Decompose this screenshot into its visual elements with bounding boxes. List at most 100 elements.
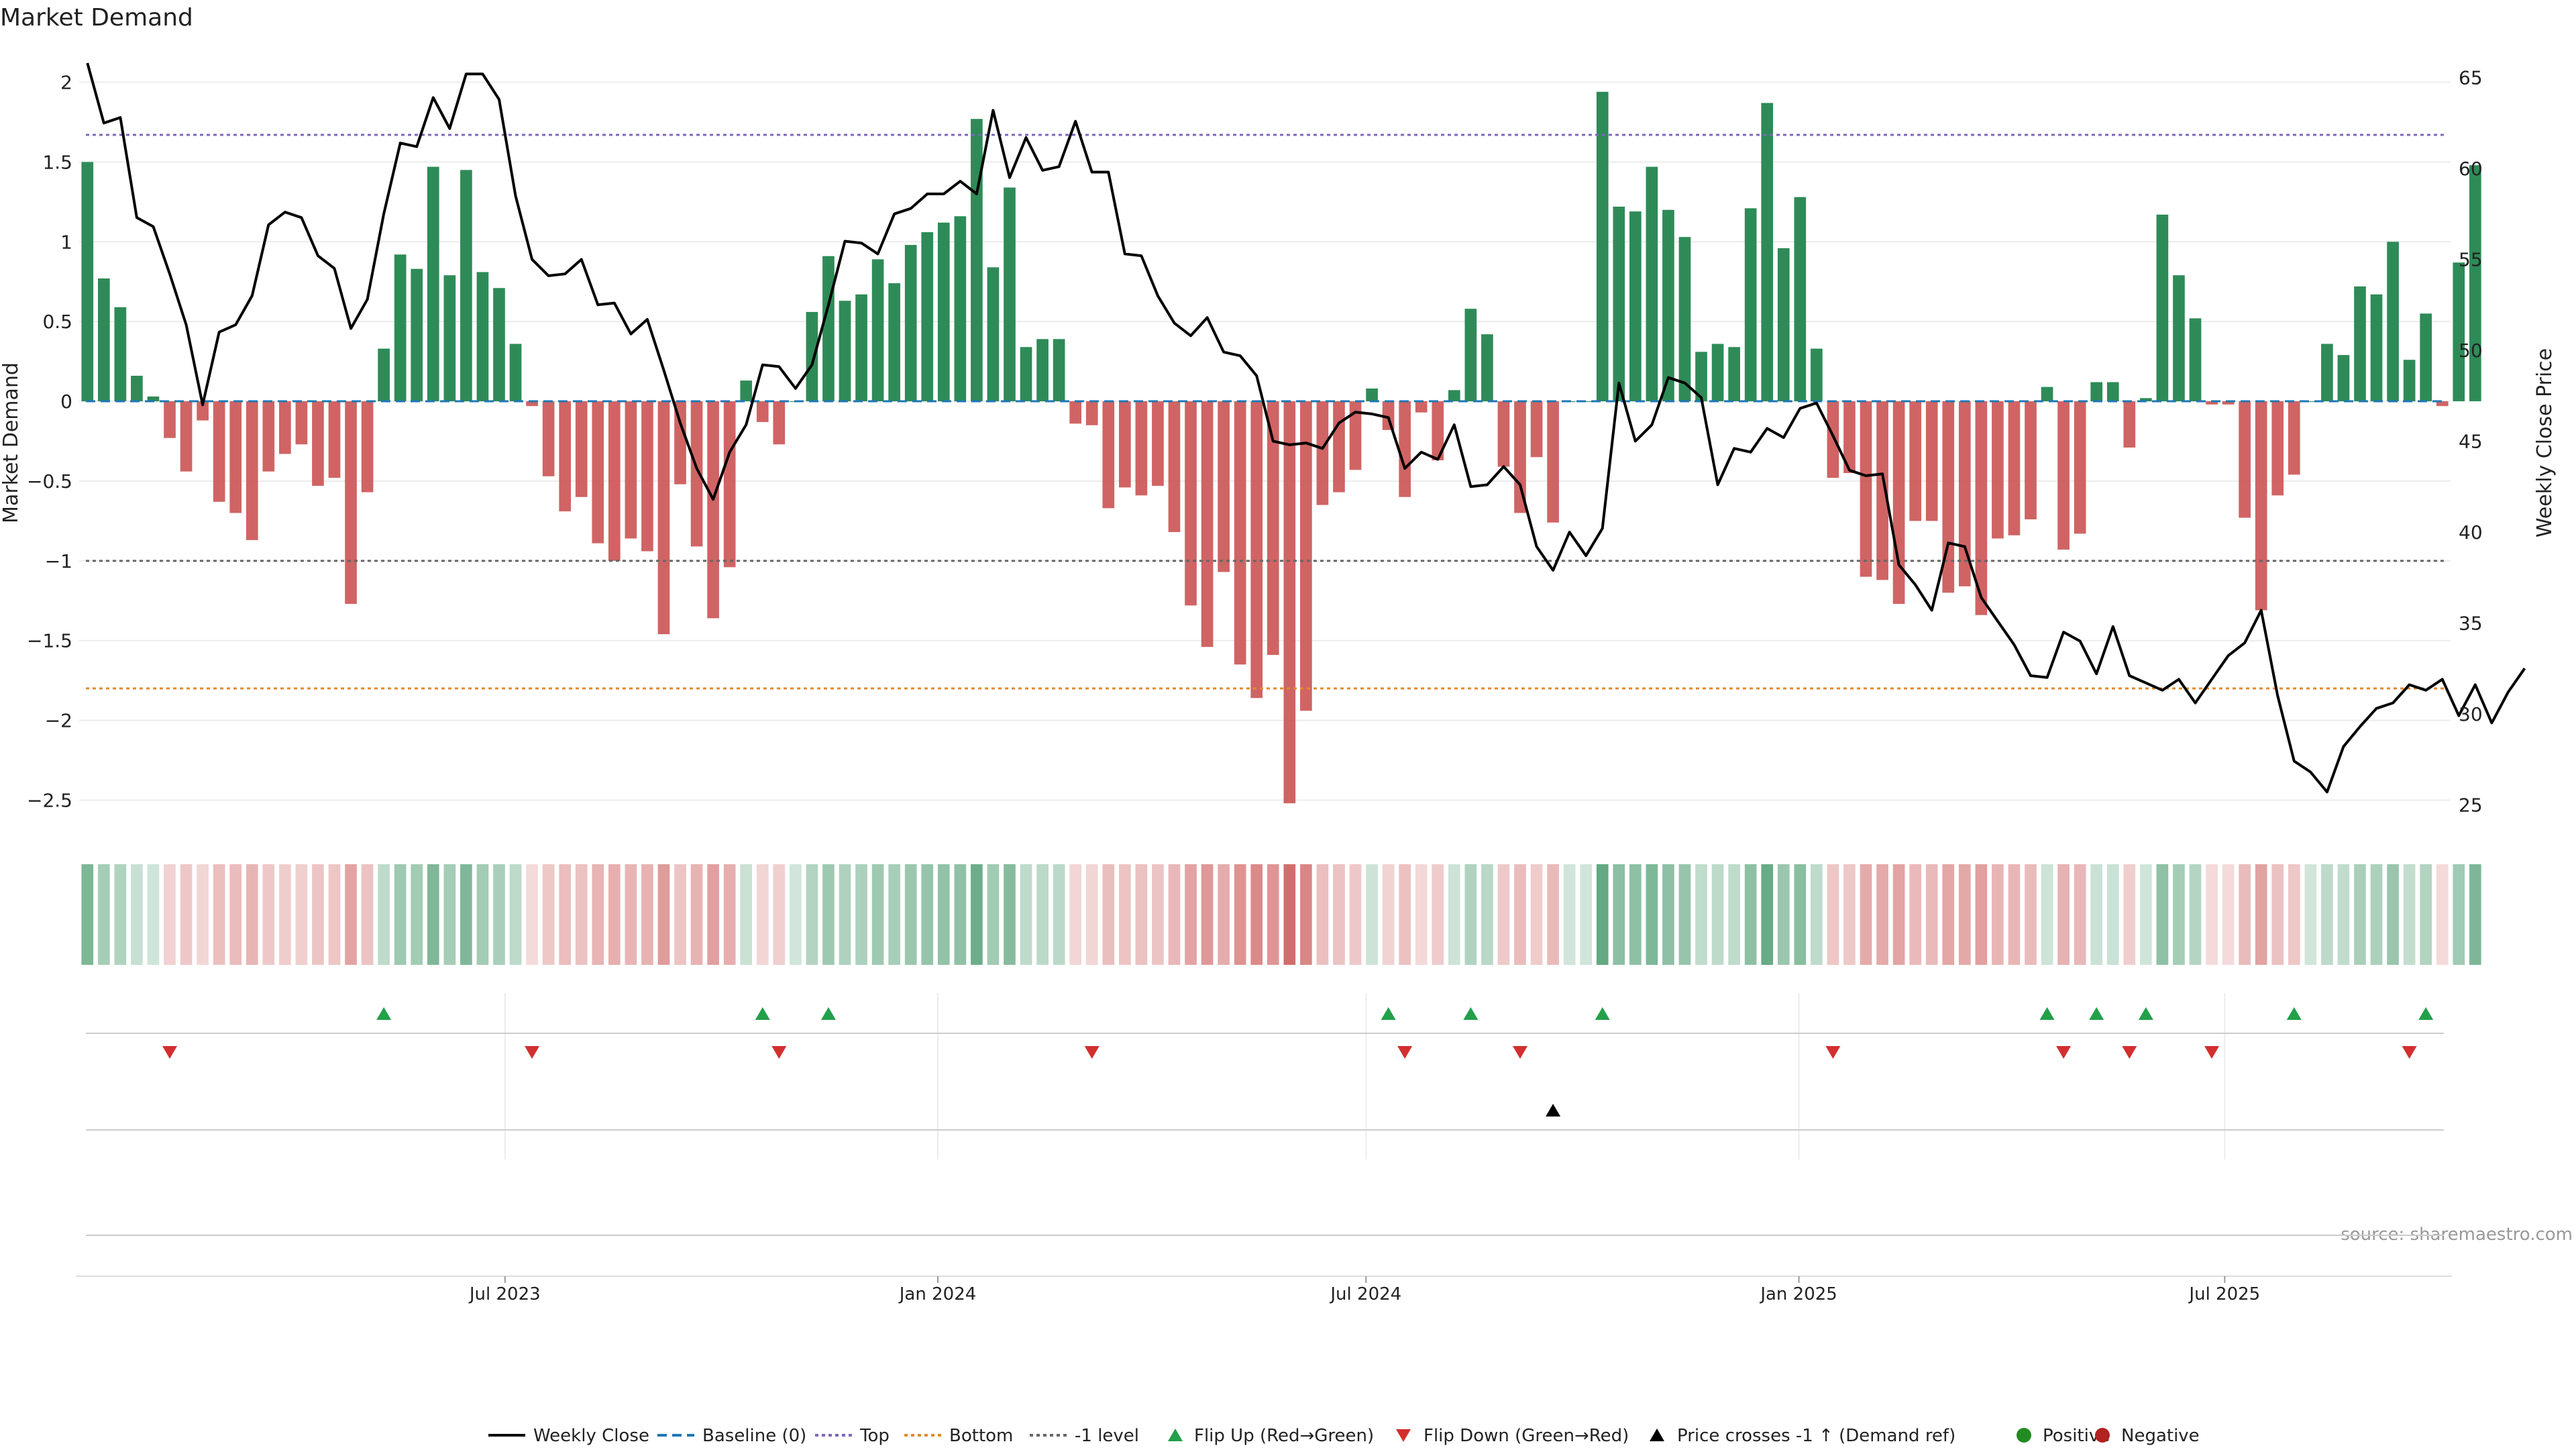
demand-heat-strip bbox=[81, 864, 2481, 965]
heat-cell bbox=[394, 864, 407, 965]
demand-bar bbox=[1399, 401, 1411, 497]
heat-cell bbox=[1909, 864, 1922, 965]
flip-down-marker bbox=[1513, 1046, 1528, 1059]
y2-tick-label: 60 bbox=[2459, 158, 2483, 180]
demand-bar bbox=[1695, 352, 1707, 402]
heat-cell bbox=[1925, 864, 1938, 965]
demand-bar bbox=[559, 401, 572, 512]
demand-bar bbox=[1958, 401, 1971, 586]
heat-cell bbox=[1761, 864, 1774, 965]
demand-bar bbox=[1069, 401, 1082, 424]
demand-bar bbox=[1135, 401, 1148, 496]
demand-bar bbox=[773, 401, 786, 445]
heat-cell bbox=[81, 864, 94, 965]
demand-bar bbox=[1892, 401, 1905, 605]
heat-cell bbox=[954, 864, 967, 965]
heat-cell bbox=[625, 864, 637, 965]
y-tick-label: −2.5 bbox=[27, 789, 72, 811]
legend-swatch-flip_up bbox=[1168, 1429, 1183, 1441]
demand-bar bbox=[2041, 386, 2053, 402]
heat-cell bbox=[427, 864, 439, 965]
demand-bar bbox=[1596, 91, 1609, 402]
demand-bar bbox=[443, 275, 456, 402]
y-tick-label: 0.5 bbox=[42, 311, 72, 333]
demand-bar bbox=[1909, 401, 1922, 521]
demand-bar bbox=[592, 401, 604, 543]
heat-cell bbox=[1053, 864, 1065, 965]
demand-bar bbox=[2222, 401, 2235, 405]
flip-down-marker bbox=[162, 1046, 178, 1059]
heat-cell bbox=[1744, 864, 1757, 965]
demand-bar bbox=[2288, 401, 2300, 475]
heat-cell bbox=[1234, 864, 1246, 965]
heat-cell bbox=[592, 864, 604, 965]
heat-cell bbox=[608, 864, 621, 965]
y-tick-label: −0.5 bbox=[27, 470, 72, 492]
demand-bar bbox=[1316, 401, 1329, 505]
demand-bar bbox=[1678, 237, 1691, 402]
heat-cell bbox=[411, 864, 423, 965]
x-tick-label: Jul 2024 bbox=[1329, 1284, 1401, 1304]
demand-bar bbox=[2469, 165, 2481, 402]
demand-bar bbox=[1827, 401, 1839, 478]
demand-bar bbox=[608, 401, 621, 561]
heat-cell bbox=[971, 864, 983, 965]
heat-cell bbox=[2025, 864, 2037, 965]
heat-cell bbox=[2420, 864, 2432, 965]
demand-bar bbox=[1432, 401, 1444, 461]
demand-bar bbox=[460, 170, 472, 402]
demand-bar bbox=[476, 272, 489, 402]
heat-cell bbox=[1349, 864, 1362, 965]
demand-bar bbox=[1811, 348, 1823, 402]
heat-cell bbox=[2106, 864, 2119, 965]
demand-bar bbox=[147, 396, 160, 402]
heat-cell bbox=[1678, 864, 1691, 965]
heat-cell bbox=[295, 864, 308, 965]
heat-cell bbox=[542, 864, 555, 965]
legend-swatch-negative bbox=[2095, 1428, 2110, 1443]
heat-cell bbox=[987, 864, 1000, 965]
heat-cell bbox=[1547, 864, 1559, 965]
heat-cell bbox=[2403, 864, 2416, 965]
demand-bar bbox=[526, 401, 538, 407]
heat-cell bbox=[904, 864, 917, 965]
heat-cell bbox=[328, 864, 341, 965]
heat-cell bbox=[1036, 864, 1049, 965]
heat-cell bbox=[2304, 864, 2317, 965]
legend-label-weekly_close: Weekly Close bbox=[533, 1426, 649, 1446]
heat-cell bbox=[1102, 864, 1115, 965]
heat-cell bbox=[1711, 864, 1724, 965]
heat-cell bbox=[361, 864, 374, 965]
legend: Weekly Close Baseline (0) Top Bottom -1 leve… bbox=[488, 1426, 2200, 1446]
x-ticks: Jul 2023 Jan 2024 Jul 2024 Jan 2025 Jul 2025 bbox=[76, 1276, 2452, 1304]
heat-cell bbox=[1580, 864, 1593, 965]
demand-bar bbox=[707, 401, 719, 619]
heat-cell bbox=[1085, 864, 1098, 965]
heat-cell bbox=[1316, 864, 1329, 965]
demand-bar bbox=[690, 401, 703, 547]
demand-bar bbox=[1366, 388, 1378, 402]
legend-label-flip_up: Flip Up (Red→Green) bbox=[1194, 1426, 1374, 1446]
heat-cell bbox=[871, 864, 884, 965]
demand-bar bbox=[641, 401, 653, 552]
heat-cell bbox=[2288, 864, 2300, 965]
flip-markers-panel bbox=[86, 1007, 2444, 1059]
heat-cell bbox=[2008, 864, 2021, 965]
flip-up-marker bbox=[1381, 1007, 1396, 1020]
demand-bar bbox=[1860, 401, 1872, 577]
demand-bar bbox=[1547, 401, 1559, 523]
heat-cell bbox=[114, 864, 127, 965]
demand-bar bbox=[2090, 382, 2103, 402]
demand-bar bbox=[427, 166, 439, 402]
demand-bar bbox=[312, 401, 324, 486]
x-tick-label: Jul 2023 bbox=[468, 1284, 541, 1304]
demand-bar bbox=[1267, 401, 1279, 656]
heat-cell bbox=[460, 864, 472, 965]
heat-cell bbox=[1382, 864, 1395, 965]
heat-cell bbox=[1004, 864, 1016, 965]
demand-bar bbox=[2074, 401, 2086, 534]
heat-cell bbox=[476, 864, 489, 965]
legend-label-cross: Price crosses -1 ↑ (Demand ref) bbox=[1677, 1426, 1955, 1446]
